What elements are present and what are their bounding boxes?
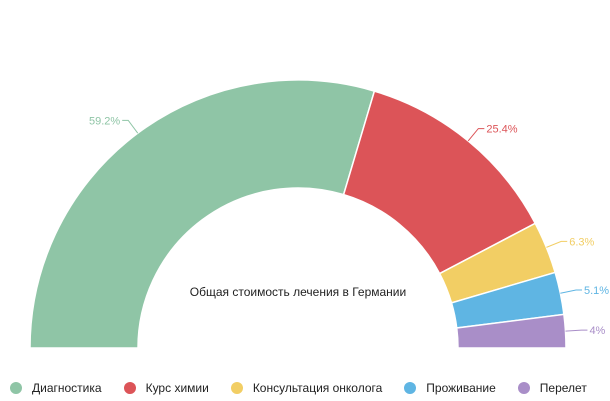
leader-line	[467, 128, 485, 142]
legend-dot-icon	[10, 382, 22, 394]
legend-item[interactable]: Курс химии	[123, 381, 209, 395]
chart-value-labels: 59.2% 25.4% 6.3% 5.1% 4%	[89, 115, 609, 337]
legend-label: Перелет	[539, 381, 587, 395]
leader-line	[565, 329, 588, 332]
value-label: 25.4%	[486, 124, 517, 136]
slice-5[interactable]	[455, 313, 567, 349]
legend-item[interactable]: Проживание	[404, 381, 496, 395]
value-label: 59.2%	[89, 115, 120, 127]
chart-slices	[29, 79, 567, 349]
legend-label: Курс химии	[145, 381, 209, 395]
leader-line	[546, 240, 568, 248]
leader-line	[122, 119, 139, 134]
value-label: 6.3%	[569, 236, 594, 248]
legend-dot-icon	[123, 382, 136, 394]
leader-line	[560, 289, 583, 294]
legend-label: Диагностика	[32, 381, 102, 395]
legend-dot-icon	[404, 382, 417, 394]
slice-1[interactable]	[29, 79, 376, 349]
chart-title: Общая стоимость лечения в Германии	[190, 285, 406, 299]
value-label: 4%	[589, 325, 605, 337]
legend-label: Консультация онколога	[252, 381, 383, 395]
value-label: 5.1%	[584, 285, 609, 297]
legend-label: Проживание	[426, 381, 496, 395]
legend-dot-icon	[517, 382, 530, 394]
chart-legend: Диагностика Курс химии Консультация онколо…	[10, 378, 610, 398]
legend-item[interactable]: Перелет	[517, 381, 587, 395]
legend-item[interactable]: Диагностика	[10, 381, 102, 395]
legend-item[interactable]: Консультация онколога	[230, 381, 383, 395]
legend-dot-icon	[230, 382, 243, 394]
